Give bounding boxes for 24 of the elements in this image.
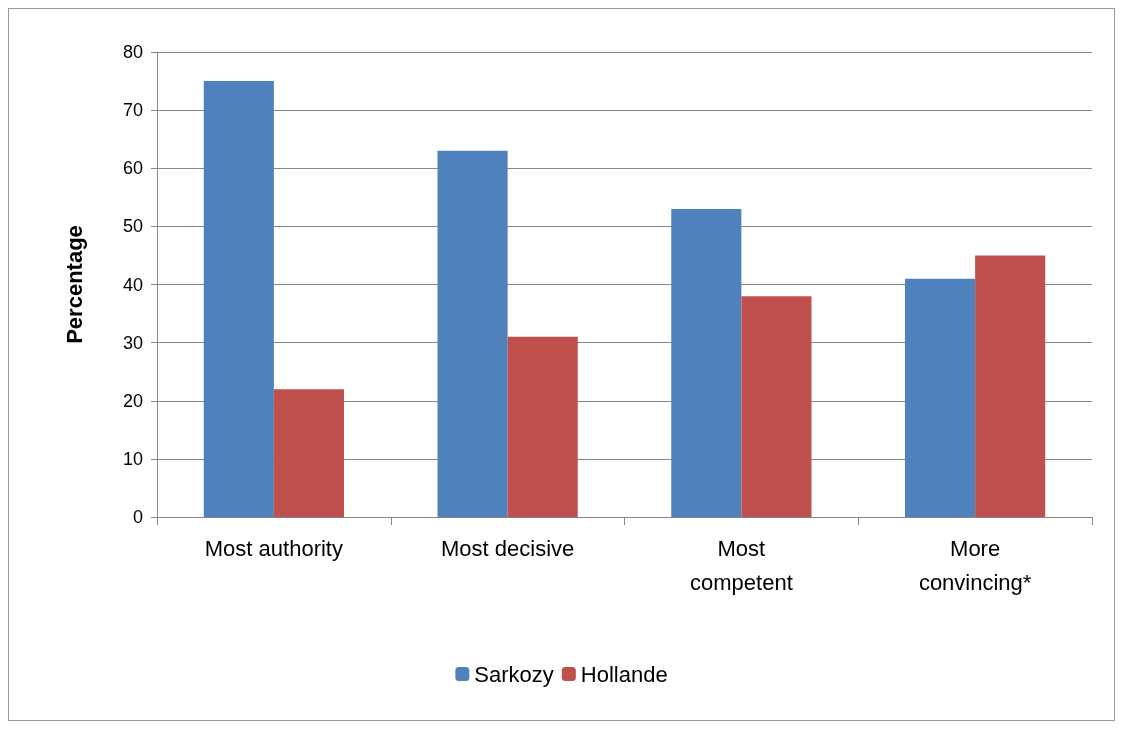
y-tick-label: 60 bbox=[122, 158, 143, 179]
legend-label: Hollande bbox=[580, 661, 668, 687]
bar bbox=[507, 336, 578, 517]
bar bbox=[671, 208, 742, 517]
x-tick-label: Most authority bbox=[204, 535, 343, 561]
y-tick-label: 80 bbox=[122, 42, 143, 62]
x-tick-label: Most competent bbox=[690, 535, 793, 595]
x-tick-label: More convincing* bbox=[918, 535, 1032, 595]
y-tick-label: 10 bbox=[122, 448, 143, 469]
bar bbox=[741, 296, 812, 517]
y-tick-label: 70 bbox=[122, 100, 143, 121]
bar bbox=[437, 150, 508, 517]
bar bbox=[273, 389, 344, 517]
bar bbox=[203, 81, 274, 517]
bar bbox=[905, 278, 976, 517]
x-tick-label: Most decisive bbox=[440, 535, 575, 561]
y-tick-label: 50 bbox=[122, 216, 143, 237]
y-tick-label: 0 bbox=[132, 507, 143, 527]
y-tick-label: 30 bbox=[122, 332, 143, 353]
y-tick-label: 20 bbox=[122, 390, 143, 411]
bar bbox=[975, 255, 1046, 517]
y-axis-title: Percentage bbox=[61, 225, 87, 344]
legend-label: Sarkozy bbox=[474, 661, 554, 687]
y-tick-label: 40 bbox=[122, 274, 143, 295]
